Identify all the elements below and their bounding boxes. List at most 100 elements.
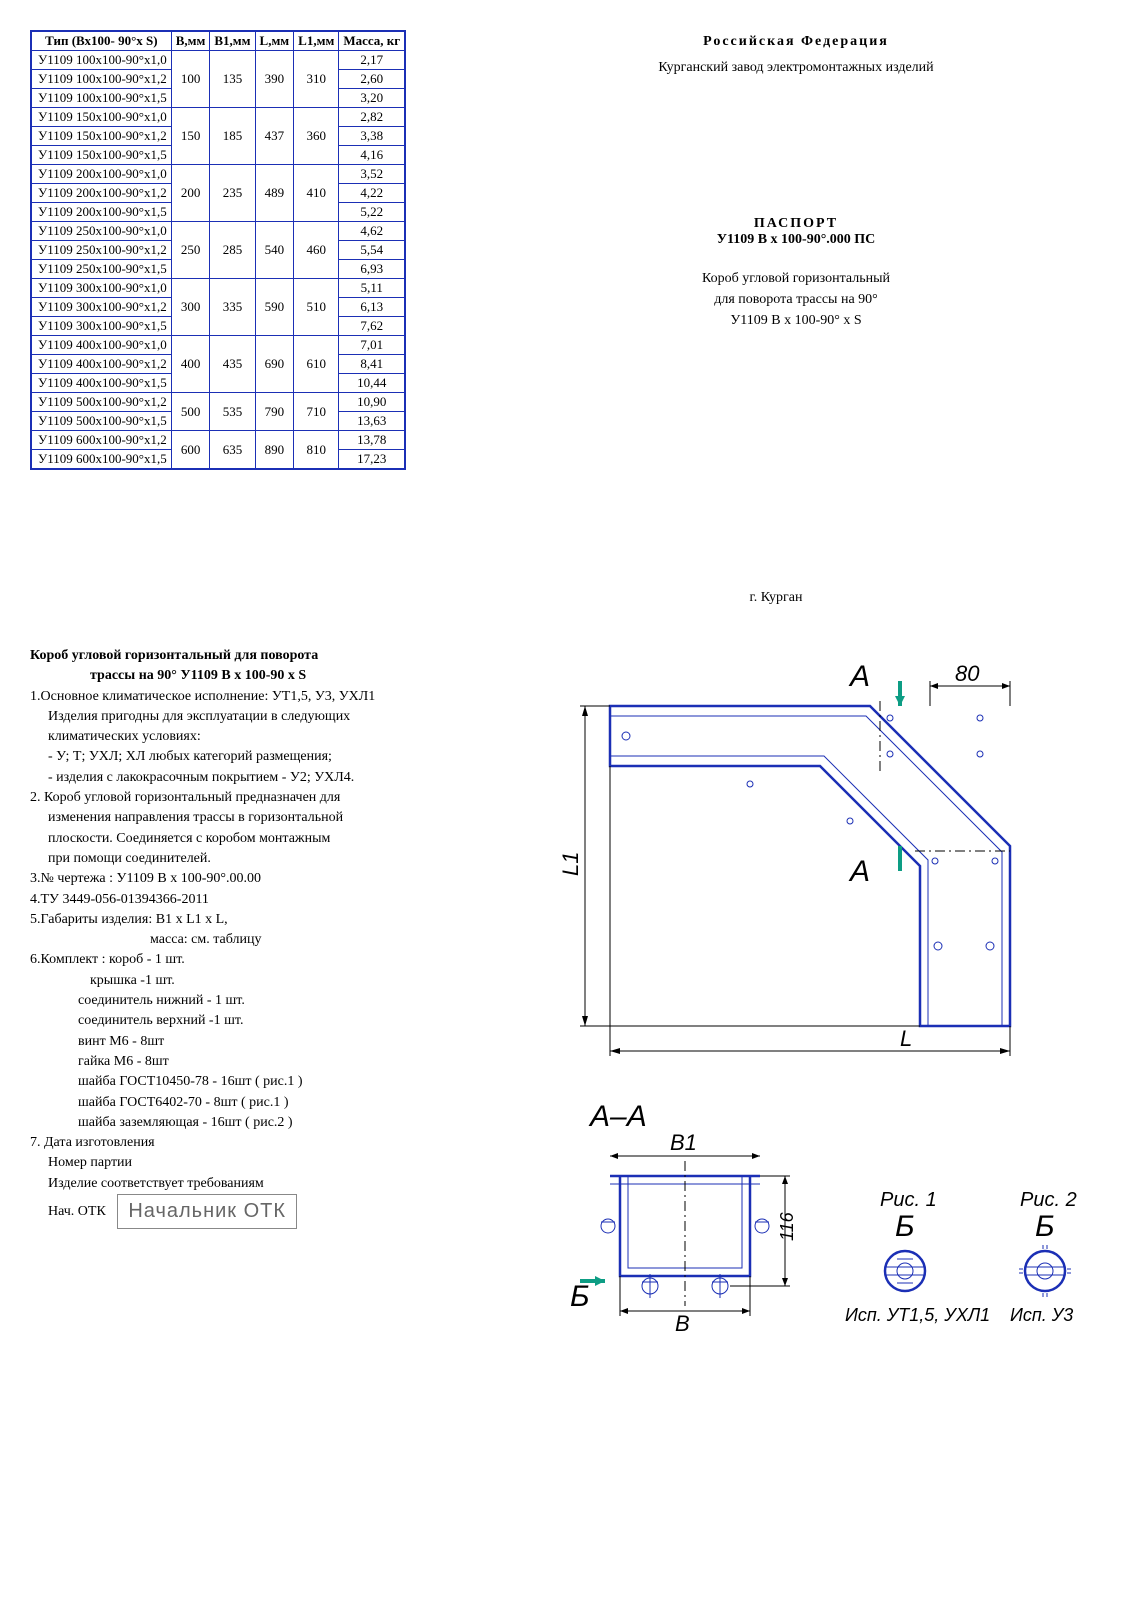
cell-type: У1109 300х100-90°х1,0 (31, 279, 171, 298)
table-row: У1109 200х100-90°х1,02002354894103,52 (31, 165, 405, 184)
cell-type: У1109 200х100-90°х1,2 (31, 184, 171, 203)
cell-B1: 535 (210, 393, 255, 431)
cell-mass: 4,16 (339, 146, 405, 165)
spec-title: Короб угловой горизонтальный для поворот… (30, 646, 520, 666)
cell-B1: 135 (210, 51, 255, 108)
cell-B1: 435 (210, 336, 255, 393)
spec-line: 2. Короб угловой горизонтальный предназн… (30, 788, 520, 808)
cell-type: У1109 600х100-90°х1,5 (31, 450, 171, 470)
spec-line: гайка М6 - 8шт (30, 1052, 520, 1072)
cell-type: У1109 100х100-90°х1,5 (31, 89, 171, 108)
table-header: Масса, кг (339, 31, 405, 51)
cell-type: У1109 250х100-90°х1,5 (31, 260, 171, 279)
cell-mass: 13,63 (339, 412, 405, 431)
cell-mass: 10,90 (339, 393, 405, 412)
cell-B: 150 (171, 108, 210, 165)
product-desc: Короб угловой горизонтальный для поворот… (490, 268, 1102, 331)
table-row: У1109 600х100-90°х1,260063589081013,78 (31, 431, 405, 450)
cell-B1: 635 (210, 431, 255, 470)
cell-mass: 10,44 (339, 374, 405, 393)
cell-type: У1109 200х100-90°х1,0 (31, 165, 171, 184)
cell-B: 500 (171, 393, 210, 431)
cell-mass: 6,93 (339, 260, 405, 279)
spec-line: 4.ТУ 3449-056-01394366-2011 (30, 890, 520, 910)
spec-line: Номер партии (30, 1153, 520, 1173)
section-B-label: Б (895, 1210, 915, 1243)
cell-mass: 2,82 (339, 108, 405, 127)
dim-116: 116 (777, 1211, 797, 1241)
desc-line: для поворота трассы на 90° (490, 289, 1102, 310)
cell-L: 540 (255, 222, 294, 279)
cell-type: У1109 250х100-90°х1,0 (31, 222, 171, 241)
cell-type: У1109 150х100-90°х1,5 (31, 146, 171, 165)
spec-text: Короб угловой горизонтальный для поворот… (30, 646, 520, 1229)
cell-type: У1109 150х100-90°х1,2 (31, 127, 171, 146)
table-row: У1109 500х100-90°х1,250053579071010,90 (31, 393, 405, 412)
factory-name: Курганский завод электромонтажных издели… (490, 60, 1102, 76)
spec-line: Изделие соответствует требованиям (30, 1174, 520, 1194)
cell-L: 437 (255, 108, 294, 165)
cell-mass: 5,54 (339, 241, 405, 260)
cell-type: У1109 400х100-90°х1,2 (31, 355, 171, 374)
cell-L: 790 (255, 393, 294, 431)
cell-type: У1109 100х100-90°х1,2 (31, 70, 171, 89)
cell-type: У1109 200х100-90°х1,5 (31, 203, 171, 222)
cell-L1: 610 (294, 336, 339, 393)
table-row: У1109 100х100-90°х1,01001353903102,17 (31, 51, 405, 70)
table-row: У1109 150х100-90°х1,01501854373602,82 (31, 108, 405, 127)
cell-B: 100 (171, 51, 210, 108)
specs-table: Тип (Вх100- 90°х S)В,ммВ1,ммL,ммL1,ммМас… (30, 30, 406, 470)
cell-mass: 4,62 (339, 222, 405, 241)
cell-B1: 185 (210, 108, 255, 165)
cell-type: У1109 400х100-90°х1,5 (31, 374, 171, 393)
section-B-label: Б (1035, 1210, 1055, 1243)
cell-type: У1109 300х100-90°х1,2 (31, 298, 171, 317)
table-row: У1109 400х100-90°х1,04004356906107,01 (31, 336, 405, 355)
cell-mass: 2,60 (339, 70, 405, 89)
spec-title: трассы на 90° У1109 В x 100-90 х S (30, 666, 520, 686)
spec-line: плоскости. Соединяется с коробом монтажн… (30, 829, 520, 849)
dim-B1: B1 (670, 1130, 697, 1155)
cell-L1: 310 (294, 51, 339, 108)
cell-L: 690 (255, 336, 294, 393)
table-header: В1,мм (210, 31, 255, 51)
cell-mass: 4,22 (339, 184, 405, 203)
technical-drawing: А А 80 L L1 А–А (550, 646, 1102, 1386)
spec-line: при помощи соединителей. (30, 849, 520, 869)
spec-line: 3.№ чертежа : У1109 В х 100-90°.00.00 (30, 869, 520, 889)
table-row: У1109 300х100-90°х1,03003355905105,11 (31, 279, 405, 298)
desc-line: У1109 В х 100-90° х S (490, 310, 1102, 331)
table-header: В,мм (171, 31, 210, 51)
specs-table-wrap: Тип (Вх100- 90°х S)В,ммВ1,ммL,ммL1,ммМас… (30, 30, 450, 470)
passport-label: ПАСПОРТ (490, 216, 1102, 232)
cell-mass: 13,78 (339, 431, 405, 450)
cell-mass: 2,17 (339, 51, 405, 70)
isp2-label: Исп. У3 (1010, 1305, 1073, 1325)
cell-L1: 460 (294, 222, 339, 279)
cell-L: 390 (255, 51, 294, 108)
cell-mass: 7,01 (339, 336, 405, 355)
cell-B1: 285 (210, 222, 255, 279)
cell-L1: 810 (294, 431, 339, 470)
cell-L1: 510 (294, 279, 339, 336)
cell-B: 200 (171, 165, 210, 222)
table-row: У1109 250х100-90°х1,02502855404604,62 (31, 222, 405, 241)
cell-mass: 3,20 (339, 89, 405, 108)
cell-type: У1109 100х100-90°х1,0 (31, 51, 171, 70)
cell-L: 590 (255, 279, 294, 336)
cell-mass: 7,62 (339, 317, 405, 336)
cell-mass: 6,13 (339, 298, 405, 317)
cell-mass: 5,11 (339, 279, 405, 298)
spec-line: 7. Дата изготовления (30, 1133, 520, 1153)
cell-B: 300 (171, 279, 210, 336)
cell-B: 400 (171, 336, 210, 393)
cell-type: У1109 250х100-90°х1,2 (31, 241, 171, 260)
cell-B: 600 (171, 431, 210, 470)
cell-L: 890 (255, 431, 294, 470)
federation-label: Российская Федерация (490, 34, 1102, 50)
cell-L1: 410 (294, 165, 339, 222)
section-A-label: А (848, 855, 870, 888)
otk-stamp: Начальник ОТК (117, 1194, 297, 1229)
cell-L1: 360 (294, 108, 339, 165)
spec-line: 5.Габариты изделия: В1 х L1 х L, (30, 910, 520, 930)
